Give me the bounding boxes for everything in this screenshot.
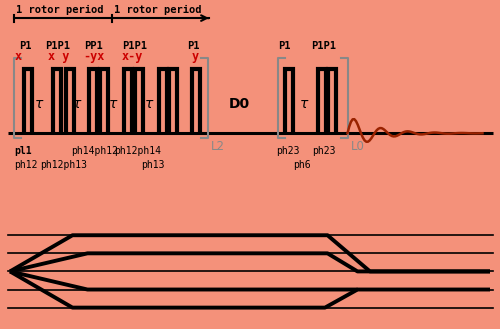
Text: L0: L0 [351, 140, 365, 153]
Text: ph13: ph13 [142, 160, 165, 170]
Text: -yx: -yx [84, 50, 105, 63]
Text: 1 rotor period: 1 rotor period [114, 5, 201, 15]
Text: ph12ph14: ph12ph14 [114, 146, 161, 156]
Text: $\tau$: $\tau$ [299, 97, 309, 112]
Text: D0: D0 [228, 97, 250, 112]
Text: $\tau$: $\tau$ [108, 97, 118, 112]
Text: ph23: ph23 [276, 146, 299, 156]
Text: x y: x y [48, 50, 70, 63]
Text: ph12: ph12 [14, 160, 38, 170]
Text: ph6: ph6 [293, 160, 310, 170]
Text: P1: P1 [278, 41, 291, 51]
Text: 1 rotor period: 1 rotor period [16, 5, 104, 15]
Text: $\tau$: $\tau$ [72, 97, 83, 112]
Text: ph23: ph23 [312, 146, 336, 156]
Text: $\tau$: $\tau$ [144, 97, 154, 112]
Text: ph12ph13: ph12ph13 [40, 160, 87, 170]
Text: P1P1: P1P1 [45, 41, 70, 51]
Text: pl1: pl1 [14, 146, 32, 156]
Text: P1: P1 [19, 41, 32, 51]
Text: x: x [15, 50, 22, 63]
Text: L2: L2 [211, 140, 225, 153]
Text: PP1: PP1 [84, 41, 103, 51]
Text: $\tau$: $\tau$ [34, 97, 44, 112]
Text: P1P1: P1P1 [122, 41, 148, 51]
Text: y: y [192, 50, 199, 63]
Text: P1P1: P1P1 [311, 41, 336, 51]
Text: x-y: x-y [122, 50, 144, 63]
Text: ph14ph12: ph14ph12 [72, 146, 118, 156]
Text: P1: P1 [188, 41, 200, 51]
